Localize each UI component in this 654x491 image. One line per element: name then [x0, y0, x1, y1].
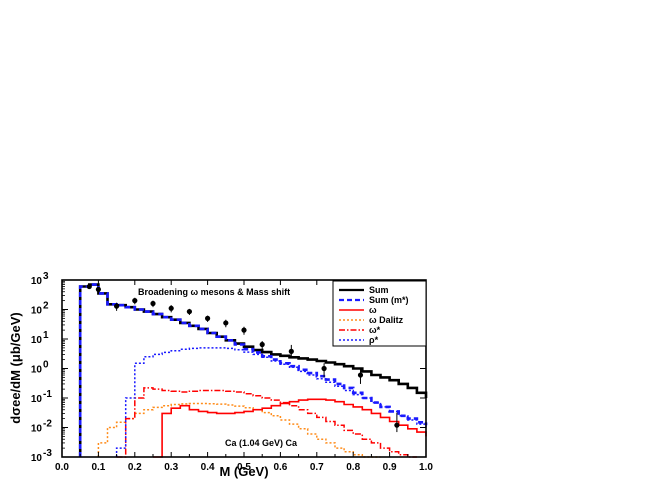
y-tick-label: 10	[31, 365, 43, 376]
data-point	[241, 327, 247, 333]
data-point	[394, 422, 400, 428]
y-tick-label: 10	[31, 394, 43, 405]
y-tick-label: 10	[31, 424, 43, 435]
data-point	[86, 283, 92, 290]
annotation-top: Broadening ω mesons & Mass shift	[138, 287, 290, 297]
series-line-1	[78, 283, 428, 457]
y-axis-title: dσee/dM (μb/GeV)	[8, 312, 23, 423]
data-point	[132, 298, 138, 304]
data-point	[357, 372, 364, 378]
x-tick-label: 0.3	[164, 462, 178, 473]
y-tick-label: 10	[31, 306, 43, 317]
data-point	[95, 286, 101, 293]
x-axis-title: M (GeV)	[219, 464, 268, 479]
legend-label: ω Dalitz	[369, 315, 404, 325]
legend-label: ρ*	[369, 335, 379, 345]
x-tick-label: 0.5	[237, 462, 251, 473]
legend-box	[332, 280, 427, 347]
x-tick-label: 0.2	[128, 462, 142, 473]
legend-label: ω	[369, 305, 377, 315]
y-tick-exponent: -1	[43, 389, 52, 400]
legend-label: ω*	[369, 325, 381, 335]
legend-label: Sum (m*)	[369, 295, 409, 305]
y-tick-exponent: 0	[43, 360, 49, 371]
data-point	[114, 303, 120, 309]
series-layer	[78, 283, 428, 458]
series-line-3	[97, 402, 381, 458]
y-tick-label: 10	[31, 453, 43, 464]
data-point	[259, 341, 265, 348]
x-tick-label: 0.1	[91, 462, 105, 473]
series-line-4	[116, 387, 417, 458]
points-layer	[86, 283, 400, 433]
series-line-2	[153, 398, 427, 458]
x-tick-label: 0.9	[383, 462, 397, 473]
data-point	[150, 300, 156, 307]
annotation-bottom: Ca (1.04 GeV) Ca	[225, 438, 298, 448]
x-tick-label: 1.0	[419, 462, 433, 473]
data-point	[321, 365, 327, 372]
y-tick-exponent: 2	[43, 301, 49, 312]
y-tick-exponent: 3	[43, 271, 49, 282]
x-tick-label: 0.4	[201, 462, 215, 473]
y-tick-label: 10	[31, 276, 43, 287]
legend-label: Sum	[369, 285, 389, 295]
x-tick-label: 0.0	[55, 462, 69, 473]
x-tick-label: 0.6	[273, 462, 287, 473]
data-point	[186, 308, 192, 315]
y-tick-exponent: 1	[43, 330, 49, 341]
y-tick-exponent: -2	[43, 419, 52, 430]
x-tick-label: 0.8	[346, 462, 360, 473]
data-point	[288, 348, 294, 354]
y-tick-label: 10	[31, 335, 43, 346]
y-tick-exponent: -3	[43, 448, 52, 459]
x-tick-label: 0.7	[310, 462, 324, 473]
data-point	[168, 305, 174, 311]
series-line-5	[115, 347, 427, 457]
data-point	[205, 315, 211, 321]
data-point	[223, 320, 229, 326]
